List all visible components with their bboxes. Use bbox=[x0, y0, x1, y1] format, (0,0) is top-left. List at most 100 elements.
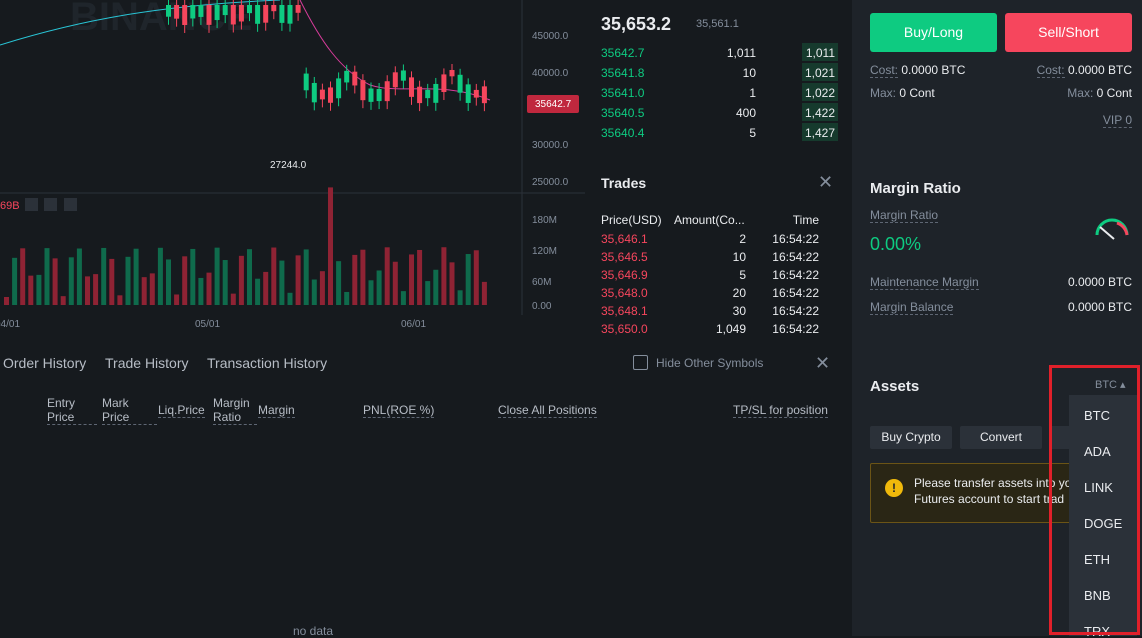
checkbox[interactable] bbox=[633, 355, 648, 370]
volume-bar bbox=[198, 277, 204, 305]
volume-bar bbox=[336, 261, 342, 305]
trade-amount: 2 bbox=[739, 232, 746, 246]
volume-bar bbox=[481, 281, 487, 305]
candle bbox=[238, 5, 244, 22]
volume-bar bbox=[473, 250, 479, 305]
volume-bar bbox=[384, 247, 390, 305]
value: 0 Cont bbox=[1096, 86, 1132, 100]
candle bbox=[368, 88, 374, 102]
volume-bars bbox=[4, 187, 487, 305]
candle bbox=[214, 5, 220, 21]
section-title: Margin Ratio bbox=[870, 180, 961, 197]
candle bbox=[255, 5, 261, 24]
candle bbox=[409, 77, 414, 97]
volume-axis-label: 120M bbox=[532, 246, 557, 257]
date-label: 04/01 bbox=[0, 319, 20, 330]
volume-bar bbox=[433, 269, 439, 305]
positions: Hide Other Symbols ✕ no data Order Histo… bbox=[0, 345, 850, 638]
amount: 1 bbox=[749, 86, 756, 100]
close[interactable]: ✕ bbox=[815, 353, 831, 373]
trade-amount: 30 bbox=[732, 304, 746, 318]
dropdown-item[interactable]: ADA bbox=[1084, 444, 1111, 459]
column-header: Liq.Price bbox=[158, 403, 205, 418]
candle bbox=[174, 5, 180, 19]
candle bbox=[303, 73, 309, 91]
trade-time: 16:54:22 bbox=[772, 232, 819, 246]
vip[interactable]: VIP 0 bbox=[1102, 113, 1132, 128]
close[interactable]: ✕ bbox=[818, 172, 834, 192]
volume-bar bbox=[400, 291, 406, 305]
date-label: 05/01 bbox=[195, 319, 220, 330]
last-price: 35642.7 bbox=[535, 99, 572, 110]
candle bbox=[425, 89, 431, 99]
candle bbox=[166, 5, 171, 17]
warning-text: Please transfer assets into yo bbox=[914, 476, 1072, 490]
volume-bar bbox=[441, 247, 447, 305]
icon[interactable] bbox=[25, 198, 38, 211]
volume-bar bbox=[417, 249, 423, 305]
value: 0.0000 BTC bbox=[901, 63, 966, 77]
icon[interactable] bbox=[44, 198, 57, 211]
price-axis-label: 25000.0 bbox=[532, 177, 569, 188]
candle bbox=[392, 72, 398, 88]
order-book: 35,653.2 35,561.1 35642.7 1,011 1,011 35641… bbox=[585, 0, 850, 155]
label: Margin Balance bbox=[870, 300, 954, 315]
label: Maintenance Margin bbox=[870, 275, 979, 290]
trade-time: 16:54:22 bbox=[772, 322, 819, 336]
dropdown-item[interactable]: DOGE bbox=[1084, 516, 1123, 531]
trade-amount: 1,049 bbox=[715, 322, 746, 336]
trade-time: 16:54:22 bbox=[772, 250, 819, 264]
dropdown-item[interactable]: BTC bbox=[1084, 408, 1110, 423]
candle bbox=[473, 89, 479, 98]
dropdown-item[interactable]: ETH bbox=[1084, 552, 1110, 567]
volume-bar bbox=[311, 279, 317, 305]
tab[interactable]: Transaction History bbox=[207, 355, 328, 371]
volume-axis-label: 180M bbox=[532, 215, 557, 226]
label: Cost: bbox=[870, 63, 899, 78]
candle bbox=[344, 70, 350, 83]
gauge bbox=[1095, 218, 1129, 240]
amount: 10 bbox=[742, 66, 756, 80]
candle bbox=[263, 5, 269, 23]
column-header: Time bbox=[792, 213, 819, 227]
sell-button[interactable]: Sell/Short bbox=[1005, 13, 1132, 52]
dropdown-item[interactable]: BNB bbox=[1084, 588, 1111, 603]
column-header: Amount(Co... bbox=[674, 213, 745, 227]
asset-select[interactable]: BTC ▴ bbox=[1095, 379, 1126, 391]
date-label: 06/01 bbox=[401, 319, 426, 330]
trade-time: 16:54:22 bbox=[772, 268, 819, 282]
total: 1,422 bbox=[804, 106, 835, 120]
button[interactable]: Convert bbox=[960, 426, 1042, 449]
volume-bar bbox=[214, 247, 220, 305]
volume-bar bbox=[149, 273, 155, 305]
volume-bar bbox=[190, 248, 196, 305]
icon[interactable] bbox=[64, 198, 77, 211]
column-header: Margin bbox=[258, 403, 295, 418]
trade-price: 35,646.9 bbox=[601, 268, 648, 282]
dropdown-item[interactable]: LINK bbox=[1084, 480, 1113, 495]
volume-bar bbox=[206, 272, 212, 305]
column-header[interactable]: Close All Positions bbox=[498, 403, 597, 418]
trade-amount: 5 bbox=[739, 268, 746, 282]
depth bbox=[802, 43, 838, 61]
candle bbox=[384, 81, 390, 102]
asset-selected[interactable]: BTC bbox=[1095, 379, 1117, 391]
total: 1,427 bbox=[804, 126, 835, 140]
candle bbox=[481, 86, 487, 104]
candles bbox=[166, 0, 487, 112]
volume-bar bbox=[76, 248, 82, 305]
volume-bar bbox=[20, 248, 26, 305]
tab[interactable]: Order History bbox=[3, 355, 87, 371]
value: 0.00% bbox=[870, 234, 922, 254]
volume-bar bbox=[352, 254, 358, 305]
buy-button[interactable]: Buy/Long bbox=[870, 13, 997, 52]
depth bbox=[802, 83, 838, 101]
price: 35642.7 bbox=[601, 46, 645, 60]
column-header[interactable]: TP/SL for position bbox=[733, 403, 828, 418]
candle bbox=[457, 74, 463, 93]
button[interactable]: Buy Crypto bbox=[870, 426, 952, 449]
candle bbox=[271, 5, 277, 12]
tab[interactable]: Trade History bbox=[105, 355, 189, 371]
hide-label[interactable]: Hide Other Symbols bbox=[656, 356, 764, 370]
trade-price: 35,650.0 bbox=[601, 322, 648, 336]
